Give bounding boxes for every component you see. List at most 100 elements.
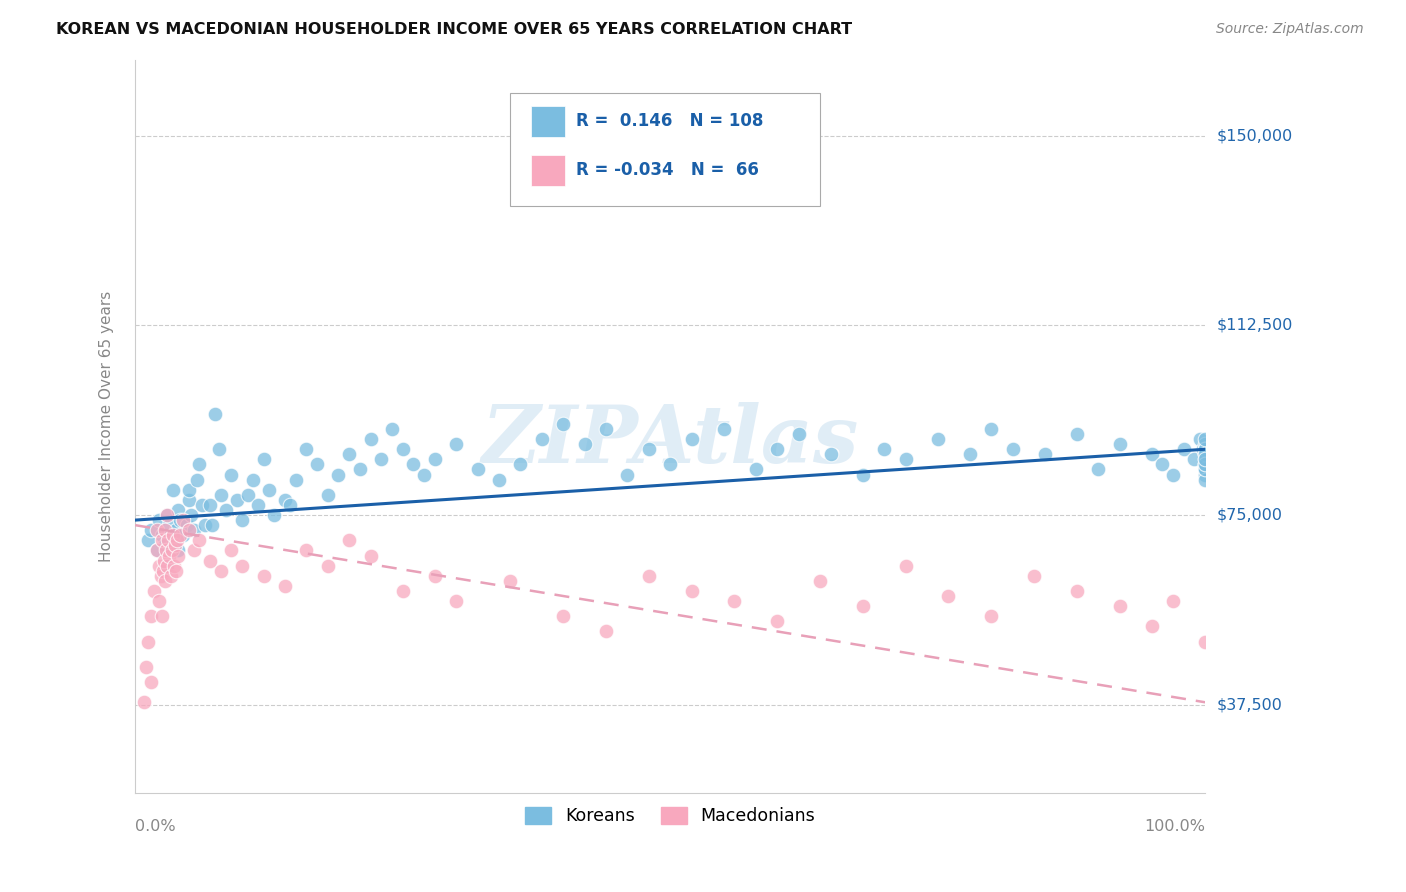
Point: [136, 634, 159, 648]
Point: [156, 558, 179, 573]
Point: [337, 447, 360, 461]
Point: [723, 594, 745, 608]
Point: [145, 543, 167, 558]
Point: [172, 528, 194, 542]
Point: [159, 518, 181, 533]
Point: [637, 442, 659, 457]
Point: [1066, 427, 1088, 442]
Point: [132, 695, 155, 709]
Point: [215, 503, 238, 517]
Point: [467, 462, 489, 476]
Point: [574, 437, 596, 451]
Point: [201, 518, 224, 533]
Point: [1173, 442, 1195, 457]
Point: [391, 442, 413, 457]
Point: [162, 483, 184, 497]
Point: [681, 583, 703, 598]
Point: [153, 574, 176, 588]
Point: [637, 568, 659, 582]
Point: [188, 458, 211, 472]
Point: [370, 452, 392, 467]
Point: [360, 432, 382, 446]
Point: [252, 452, 274, 467]
Point: [143, 583, 166, 598]
Point: [1194, 467, 1216, 482]
Point: [169, 528, 191, 542]
Point: [157, 533, 180, 548]
Text: ZIPAtlas: ZIPAtlas: [481, 402, 859, 480]
Point: [808, 574, 831, 588]
Text: KOREAN VS MACEDONIAN HOUSEHOLDER INCOME OVER 65 YEARS CORRELATION CHART: KOREAN VS MACEDONIAN HOUSEHOLDER INCOME …: [56, 22, 852, 37]
Point: [1194, 447, 1216, 461]
Point: [337, 533, 360, 548]
Point: [141, 609, 163, 624]
Point: [167, 549, 190, 563]
Point: [1182, 452, 1205, 467]
Point: [274, 579, 297, 593]
Point: [252, 568, 274, 582]
Point: [328, 467, 350, 482]
Point: [135, 660, 157, 674]
Point: [659, 458, 682, 472]
Point: [444, 437, 467, 451]
Point: [188, 533, 211, 548]
Point: [177, 492, 200, 507]
Point: [1194, 634, 1216, 648]
Point: [198, 553, 221, 567]
Text: $37,500: $37,500: [1216, 698, 1282, 713]
Text: 100.0%: 100.0%: [1144, 819, 1205, 834]
Point: [423, 568, 446, 582]
Point: [150, 609, 173, 624]
Point: [177, 483, 200, 497]
Point: [153, 523, 176, 537]
Point: [231, 558, 253, 573]
Point: [165, 523, 187, 537]
Point: [1194, 458, 1216, 472]
Point: [745, 462, 768, 476]
Point: [221, 467, 243, 482]
FancyBboxPatch shape: [531, 106, 565, 136]
Point: [1194, 447, 1216, 461]
Point: [1033, 447, 1056, 461]
Point: [221, 543, 243, 558]
Point: [1152, 458, 1174, 472]
Point: [209, 488, 232, 502]
Point: [149, 568, 172, 582]
Point: [402, 458, 425, 472]
Point: [160, 543, 183, 558]
Text: 0.0%: 0.0%: [135, 819, 176, 834]
Point: [1087, 462, 1109, 476]
Point: [153, 538, 176, 552]
Point: [152, 564, 174, 578]
FancyBboxPatch shape: [509, 93, 820, 206]
Point: [1194, 452, 1216, 467]
Point: [1194, 442, 1216, 457]
Point: [159, 549, 181, 563]
Text: R = -0.034   N =  66: R = -0.034 N = 66: [576, 161, 759, 179]
Point: [150, 533, 173, 548]
Point: [509, 458, 531, 472]
Text: R =  0.146   N = 108: R = 0.146 N = 108: [576, 112, 763, 130]
Legend: Koreans, Macedonians: Koreans, Macedonians: [517, 800, 823, 832]
Point: [155, 543, 177, 558]
Point: [148, 594, 170, 608]
Point: [1192, 442, 1215, 457]
Point: [959, 447, 981, 461]
Point: [1194, 452, 1216, 467]
Point: [177, 523, 200, 537]
Point: [1001, 442, 1024, 457]
Point: [444, 594, 467, 608]
Text: $150,000: $150,000: [1216, 128, 1292, 143]
Point: [820, 447, 842, 461]
Point: [162, 528, 184, 542]
Point: [167, 503, 190, 517]
Point: [873, 442, 896, 457]
Point: [349, 462, 371, 476]
Point: [381, 422, 404, 436]
Point: [980, 609, 1002, 624]
Point: [284, 473, 307, 487]
Point: [1066, 583, 1088, 598]
Point: [1194, 437, 1216, 451]
Point: [225, 492, 247, 507]
Point: [163, 538, 186, 552]
